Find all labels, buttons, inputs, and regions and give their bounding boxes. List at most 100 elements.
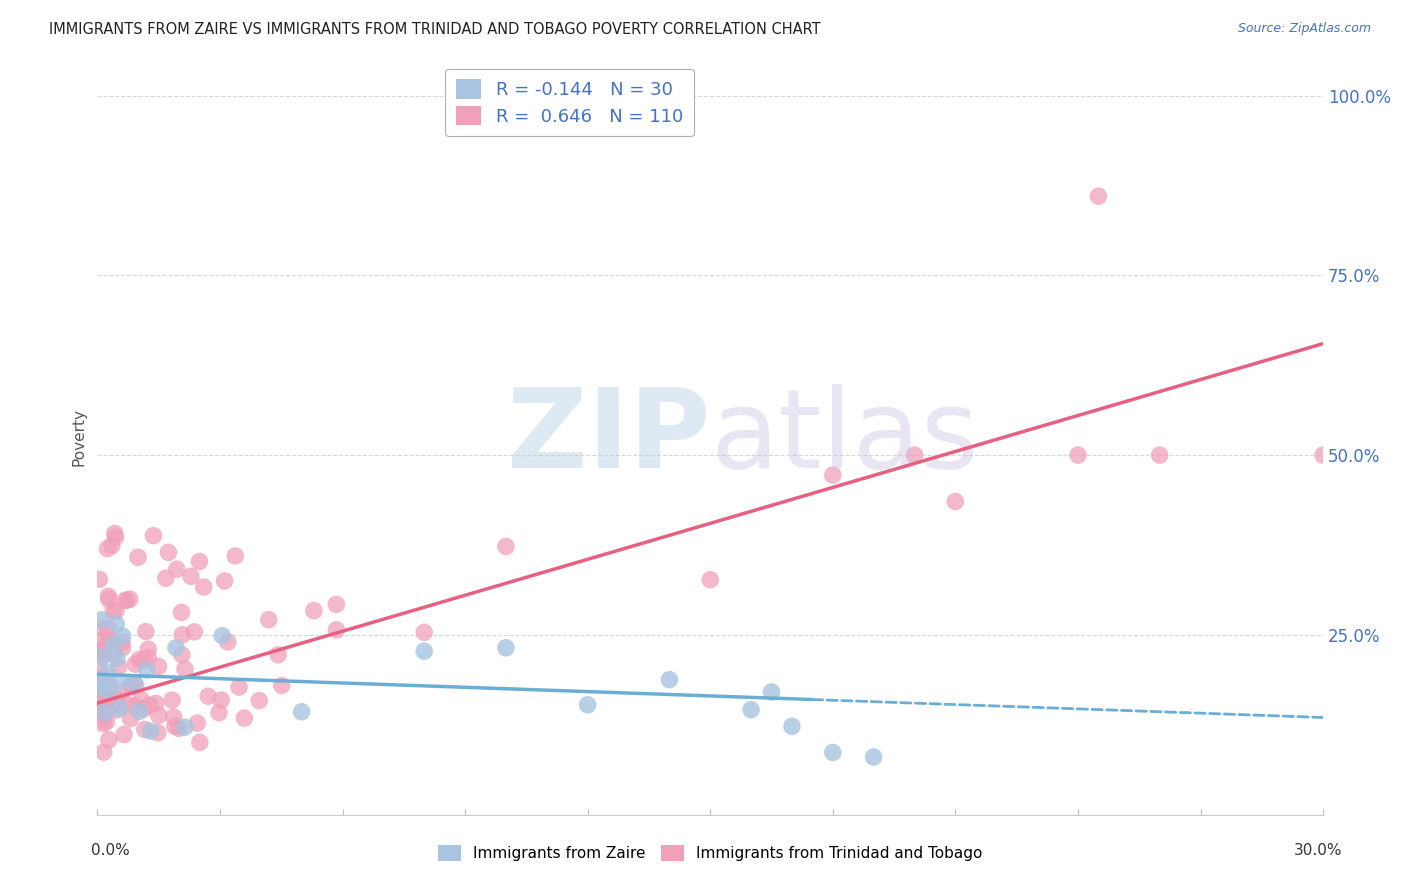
- Point: [174, 662, 197, 676]
- Point: [93, 707, 115, 722]
- Point: [107, 660, 129, 674]
- Point: [111, 629, 134, 643]
- Point: [108, 674, 131, 689]
- Point: [89, 621, 111, 635]
- Point: [658, 673, 681, 687]
- Point: [211, 629, 233, 643]
- Point: [699, 573, 721, 587]
- Point: [118, 592, 141, 607]
- Point: [291, 705, 314, 719]
- Point: [129, 692, 152, 706]
- Point: [120, 679, 142, 693]
- Point: [97, 589, 120, 603]
- Point: [111, 684, 134, 698]
- Point: [114, 696, 136, 710]
- Point: [91, 649, 114, 664]
- Point: [120, 712, 142, 726]
- Point: [163, 719, 186, 733]
- Point: [97, 732, 120, 747]
- Point: [228, 680, 250, 694]
- Point: [142, 529, 165, 543]
- Point: [172, 628, 194, 642]
- Point: [89, 706, 111, 721]
- Point: [97, 675, 120, 690]
- Point: [89, 634, 111, 648]
- Point: [188, 554, 211, 568]
- Point: [217, 635, 239, 649]
- Point: [180, 569, 202, 583]
- Point: [208, 706, 231, 720]
- Point: [104, 526, 127, 541]
- Point: [97, 621, 120, 635]
- Point: [132, 702, 155, 716]
- Point: [1067, 448, 1090, 462]
- Point: [183, 624, 205, 639]
- Point: [136, 650, 159, 665]
- Point: [1149, 448, 1171, 462]
- Point: [761, 685, 783, 699]
- Point: [740, 703, 762, 717]
- Point: [267, 648, 290, 662]
- Point: [104, 530, 127, 544]
- Point: [100, 698, 122, 712]
- Point: [97, 634, 120, 648]
- Point: [197, 690, 219, 704]
- Text: atlas: atlas: [710, 384, 979, 491]
- Point: [91, 684, 114, 698]
- Point: [170, 648, 193, 662]
- Point: [90, 689, 112, 703]
- Point: [97, 592, 120, 607]
- Point: [139, 724, 162, 739]
- Legend: R = -0.144   N = 30, R =  0.646   N = 110: R = -0.144 N = 30, R = 0.646 N = 110: [444, 69, 693, 136]
- Point: [155, 571, 177, 585]
- Point: [105, 651, 128, 665]
- Point: [188, 735, 211, 749]
- Point: [89, 698, 111, 713]
- Point: [270, 678, 292, 692]
- Point: [233, 711, 256, 725]
- Point: [90, 649, 112, 664]
- Point: [132, 653, 155, 667]
- Point: [167, 722, 190, 736]
- Point: [821, 746, 844, 760]
- Point: [98, 699, 121, 714]
- Point: [903, 448, 925, 462]
- Point: [89, 572, 111, 586]
- Point: [193, 580, 215, 594]
- Point: [101, 638, 124, 652]
- Point: [1087, 189, 1109, 203]
- Point: [247, 693, 270, 707]
- Point: [160, 693, 183, 707]
- Point: [96, 714, 118, 729]
- Point: [89, 643, 111, 657]
- Point: [495, 540, 517, 554]
- Point: [114, 593, 136, 607]
- Point: [186, 716, 208, 731]
- Point: [121, 680, 143, 694]
- Point: [112, 727, 135, 741]
- Point: [111, 640, 134, 655]
- Point: [214, 574, 236, 588]
- Text: Source: ZipAtlas.com: Source: ZipAtlas.com: [1237, 22, 1371, 36]
- Point: [148, 708, 170, 723]
- Point: [105, 703, 128, 717]
- Text: 0.0%: 0.0%: [91, 843, 131, 858]
- Point: [945, 494, 967, 508]
- Point: [862, 750, 884, 764]
- Point: [163, 710, 186, 724]
- Point: [135, 624, 157, 639]
- Point: [413, 625, 436, 640]
- Point: [97, 693, 120, 707]
- Point: [94, 689, 117, 703]
- Point: [89, 672, 111, 686]
- Point: [111, 635, 134, 649]
- Point: [128, 652, 150, 666]
- Text: IMMIGRANTS FROM ZAIRE VS IMMIGRANTS FROM TRINIDAD AND TOBAGO POVERTY CORRELATION: IMMIGRANTS FROM ZAIRE VS IMMIGRANTS FROM…: [49, 22, 821, 37]
- Point: [165, 640, 187, 655]
- Point: [97, 665, 120, 680]
- Point: [96, 541, 118, 556]
- Point: [105, 617, 128, 632]
- Point: [166, 562, 188, 576]
- Point: [101, 604, 124, 618]
- Point: [128, 704, 150, 718]
